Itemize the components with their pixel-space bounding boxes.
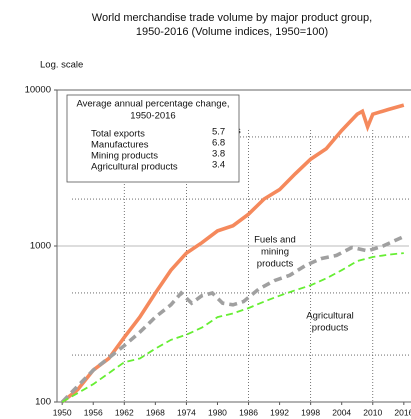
x-tick-label: 1980 (208, 407, 227, 417)
x-tick-label: 1998 (301, 407, 320, 417)
inset-value: 6.8 (212, 138, 225, 149)
annotation: mining (261, 247, 289, 258)
x-tick-label: 1986 (239, 407, 258, 417)
inset-title: 1950-2016 (130, 111, 175, 122)
x-tick-label: 1968 (146, 407, 165, 417)
chart-title: World merchandise trade volume by major … (92, 12, 372, 24)
y-tick-label: 1000 (30, 241, 51, 252)
inset-title: Average annual percentage change, (76, 99, 229, 110)
axis-note: Log. scale (40, 60, 83, 71)
x-tick-label: 1956 (84, 407, 103, 417)
x-tick-label: 2016 (394, 407, 411, 417)
inset-label: Mining products (91, 151, 158, 162)
series-line (60, 234, 405, 404)
x-tick-label: 1950 (53, 407, 72, 417)
annotation: products (312, 323, 349, 334)
inset-label: Agricultural products (91, 162, 178, 173)
x-tick-label: 1962 (115, 407, 134, 417)
x-tick-label: 1974 (177, 407, 196, 417)
series-line (61, 103, 405, 404)
inset-label: Manufactures (91, 140, 149, 151)
x-tick-label: 2010 (363, 407, 382, 417)
chart-title: 1950-2016 (Volume indices, 1950=100) (136, 26, 328, 38)
x-tick-label: 2004 (332, 407, 351, 417)
inset-label: Total exports (91, 129, 145, 140)
annotation: Fuels and (254, 235, 296, 246)
annotation: products (257, 259, 294, 270)
inset-value: 3.8 (212, 149, 225, 160)
inset-value: 3.4 (212, 160, 225, 171)
inset-value: 5.7 (212, 127, 225, 138)
series-line (61, 252, 404, 403)
inset-box (66, 94, 240, 183)
y-tick-label: 100 (35, 397, 51, 408)
y-tick-label: 10000 (25, 85, 51, 96)
x-tick-label: 1992 (270, 407, 289, 417)
annotation: Agricultural (306, 311, 354, 322)
